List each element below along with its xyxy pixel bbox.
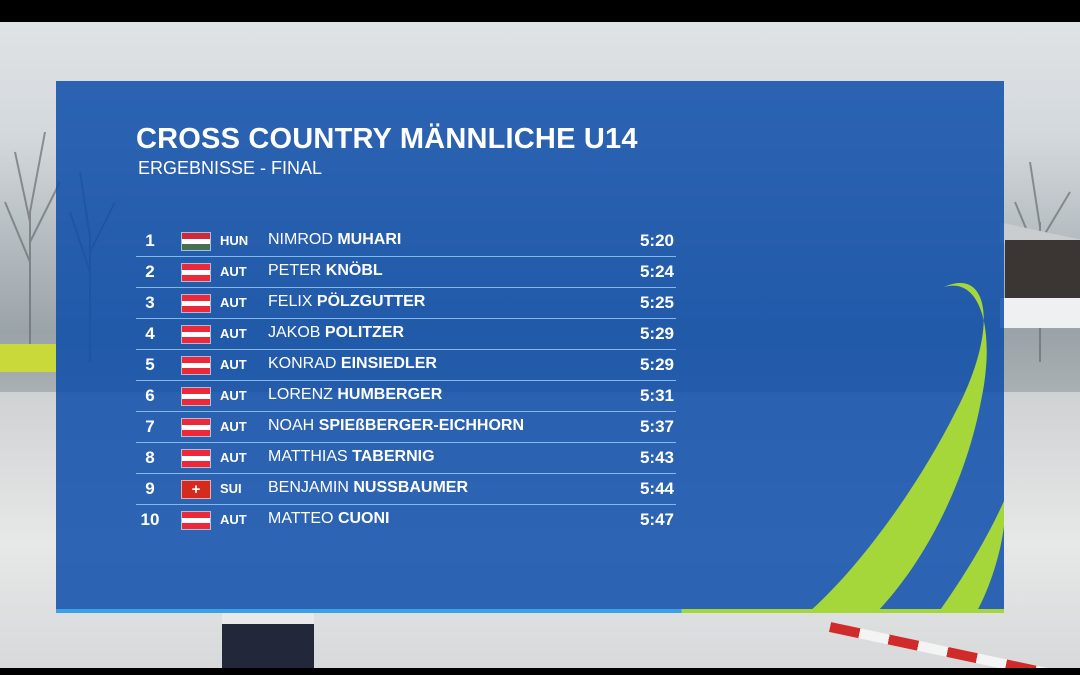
last-name: POLITZER <box>324 324 405 341</box>
athlete-name: LORENZ HUMBERGER <box>268 386 442 404</box>
athlete-name: BENJAMIN NUSSBAUMER <box>268 479 468 497</box>
nation-code: AUT <box>220 326 247 341</box>
austria-flag-icon <box>181 356 211 375</box>
results-title: CROSS COUNTRY MÄNNLICHE U14 <box>136 123 638 155</box>
austria-flag-icon <box>181 418 211 437</box>
result-row: 10 AUT MATTEO CUONI 5:47 <box>136 505 676 536</box>
rank-number: 7 <box>145 417 155 436</box>
athlete-name: PETER KNÖBL <box>268 262 383 280</box>
rank-number: 9 <box>145 479 155 498</box>
austria-flag-icon <box>181 449 211 468</box>
white-tent <box>1000 298 1080 328</box>
finish-time: 5:43 <box>639 448 674 467</box>
last-name: MUHARI <box>337 231 402 248</box>
first-name: LORENZ <box>268 386 333 403</box>
first-name: MATTEO <box>268 510 334 527</box>
first-name: FELIX <box>268 293 313 310</box>
last-name: EINSIEDLER <box>340 355 437 372</box>
results-list: 1 HUN NIMROD MUHARI 5:20 2 AUT PETER KNÖBL 5:24… <box>136 226 676 536</box>
result-row: 6 AUT LORENZ HUMBERGER 5:31 <box>136 381 676 412</box>
rank-number: 3 <box>145 293 155 312</box>
result-row: 1 HUN NIMROD MUHARI 5:20 <box>136 226 676 257</box>
rank-number: 10 <box>140 510 160 529</box>
finish-time: 5:31 <box>639 386 674 405</box>
austria-flag-icon <box>181 294 211 313</box>
finish-time: 5:44 <box>639 479 674 498</box>
results-subtitle: ERGEBNISSE - FINAL <box>138 158 323 178</box>
finish-time: 5:47 <box>639 510 674 529</box>
finish-time: 5:24 <box>639 262 674 281</box>
first-name: BENJAMIN <box>268 479 349 496</box>
finish-time: 5:29 <box>639 324 674 343</box>
result-row: 7 AUT NOAH SPIEßBERGER-EICHHORN 5:37 <box>136 412 676 443</box>
athlete-name: JAKOB POLITZER <box>268 324 404 342</box>
sponsor-banner <box>0 344 56 372</box>
first-name: NIMROD <box>268 231 333 248</box>
rank-number: 4 <box>145 324 155 343</box>
last-name: NUSSBAUMER <box>353 479 469 496</box>
last-name: KNÖBL <box>325 262 383 279</box>
nation-code: HUN <box>220 233 249 248</box>
austria-flag-icon <box>181 387 211 406</box>
athlete-name: MATTHIAS TABERNIG <box>268 448 435 466</box>
athlete-name: NIMROD MUHARI <box>268 231 401 249</box>
last-name: HUMBERGER <box>337 386 443 403</box>
nation-code: AUT <box>220 512 247 527</box>
result-row: 5 AUT KONRAD EINSIEDLER 5:29 <box>136 350 676 381</box>
first-name: PETER <box>268 262 322 279</box>
nation-code: AUT <box>220 419 247 434</box>
finish-time: 5:25 <box>639 293 674 312</box>
rank-number: 5 <box>145 355 155 374</box>
result-row: 4 AUT JAKOB POLITZER 5:29 <box>136 319 676 350</box>
austria-flag-icon <box>181 511 211 530</box>
austria-flag-icon <box>181 325 211 344</box>
rank-number: 2 <box>145 262 155 281</box>
last-name: CUONI <box>337 510 390 527</box>
first-name: MATTHIAS <box>268 448 348 465</box>
results-overlay: CROSS COUNTRY MÄNNLICHE U14 ERGEBNISSE -… <box>56 81 1004 613</box>
rank-number: 8 <box>145 448 155 467</box>
athlete-name: MATTEO CUONI <box>268 510 390 528</box>
finish-time: 5:29 <box>639 355 674 374</box>
austria-flag-icon <box>181 263 211 282</box>
rank-number: 6 <box>145 386 155 405</box>
nation-code: AUT <box>220 450 247 465</box>
result-row: 2 AUT PETER KNÖBL 5:24 <box>136 257 676 288</box>
first-name: KONRAD <box>268 355 337 372</box>
athlete-name: KONRAD EINSIEDLER <box>268 355 437 373</box>
result-row: 3 AUT FELIX PÖLZGUTTER 5:25 <box>136 288 676 319</box>
green-swoosh-graphic <box>808 283 1004 613</box>
hungary-flag-icon <box>181 232 211 251</box>
rank-number: 1 <box>145 231 155 250</box>
first-name: JAKOB <box>268 324 321 341</box>
nation-code: AUT <box>220 295 247 310</box>
result-row: 8 AUT MATTHIAS TABERNIG 5:43 <box>136 443 676 474</box>
nation-code: AUT <box>220 388 247 403</box>
finish-time: 5:20 <box>639 231 674 250</box>
first-name: NOAH <box>268 417 315 434</box>
athlete-name: FELIX PÖLZGUTTER <box>268 293 425 311</box>
spectator-shoulders <box>222 612 314 624</box>
nation-code: SUI <box>220 481 242 496</box>
finish-time: 5:37 <box>639 417 674 436</box>
athlete-name: NOAH SPIEßBERGER-EICHHORN <box>268 417 524 435</box>
result-row: 9 + SUI BENJAMIN NUSSBAUMER 5:44 <box>136 474 676 505</box>
last-name: PÖLZGUTTER <box>316 293 426 310</box>
switzerland-flag-icon: + <box>181 480 211 499</box>
last-name: SPIEßBERGER-EICHHORN <box>318 417 525 434</box>
nation-code: AUT <box>220 357 247 372</box>
nation-code: AUT <box>220 264 247 279</box>
last-name: TABERNIG <box>352 448 435 465</box>
